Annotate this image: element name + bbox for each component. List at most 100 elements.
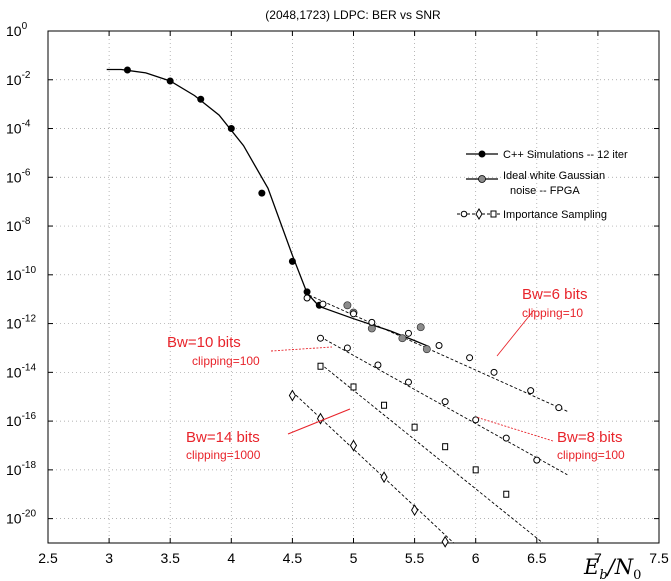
fpga-point — [398, 334, 407, 343]
annotation-bw10-subtitle: clipping=100 — [192, 354, 260, 368]
x-tick-label: 7.5 — [649, 550, 669, 566]
importance-sampling-circle-point — [533, 456, 541, 464]
annotation-bw10: Bw=10 bits clipping=100 — [167, 334, 260, 368]
cpp-simulation-point — [227, 125, 235, 133]
y-tick-label: 10-20 — [6, 509, 36, 527]
grid-layer — [48, 31, 659, 543]
importance-sampling-circle-point — [555, 404, 563, 412]
importance-sampling-circle-point — [441, 398, 449, 406]
fpga-point — [416, 323, 425, 332]
y-tick-label: 10-2 — [6, 70, 31, 88]
importance-sampling-circle-point — [303, 294, 311, 302]
importance-sampling-square-point — [350, 383, 357, 391]
y-tick-label: 10-10 — [6, 265, 36, 283]
importance-sampling-circle-point — [374, 361, 382, 369]
annotation-bw14-subtitle: clipping=1000 — [186, 448, 261, 462]
importance-sampling-diamond-point — [288, 389, 296, 402]
importance-sampling-circle-point — [490, 368, 498, 376]
x-tick-label: 6 — [472, 550, 480, 566]
y-tick-label: 100 — [6, 21, 28, 39]
importance-sampling-circle-point — [319, 300, 327, 308]
importance-sampling-square-point — [411, 423, 418, 431]
annotation-bw6-leader — [496, 309, 535, 357]
y-tick-label: 10-8 — [6, 216, 31, 234]
importance-sampling-circle-point — [350, 310, 357, 318]
annotation-bw8-subtitle: clipping=100 — [557, 448, 625, 462]
importance-sampling-circle-point — [502, 434, 510, 442]
legend: C++ Simulations -- 12 iter Ideal white G… — [457, 149, 628, 221]
legend-marker-fpga — [478, 175, 486, 183]
importance-sampling-circle-point — [435, 342, 443, 350]
fpga-point — [422, 345, 431, 354]
legend-marker-cpp — [478, 150, 486, 158]
y-tick-label: 10-6 — [6, 167, 31, 185]
cpp-simulation-point — [303, 288, 311, 296]
x-tick-label: 2.5 — [38, 550, 58, 566]
tick-layer: 2.5 3 3.5 4 4.5 5 5.5 6 6.5 7 7.5 100 10-2 10-4 10-6 10… — [6, 21, 669, 566]
legend-label-cpp: C++ Simulations -- 12 iter — [503, 149, 628, 161]
annotation-bw6: Bw=6 bits clipping=10 — [522, 286, 587, 320]
fpga-point — [343, 301, 352, 310]
y-tick-label: 10-4 — [6, 119, 31, 137]
importance-sampling-square-point — [503, 490, 510, 498]
y-tick-label: 10-14 — [6, 362, 36, 380]
importance-sampling-square-point — [472, 466, 479, 474]
legend-marker-is-circle — [460, 210, 468, 218]
y-tick-label: 10-12 — [6, 314, 36, 332]
importance-sampling-circle-point — [404, 329, 412, 337]
importance-sampling-diamond-point — [441, 535, 449, 548]
x-tick-label: 3 — [105, 550, 113, 566]
legend-label-is: Importance Sampling — [503, 209, 607, 221]
annotation-bw14-leader — [287, 408, 351, 435]
importance-sampling-circle-point — [472, 416, 480, 424]
x-tick-label: 6.5 — [527, 550, 547, 566]
importance-sampling-fit-line — [320, 336, 568, 476]
x-tick-label: 3.5 — [160, 550, 180, 566]
legend-marker-is-diamond — [475, 208, 483, 220]
importance-sampling-diamond-point — [349, 439, 358, 452]
importance-sampling-diamond-point — [380, 471, 388, 484]
x-tick-label: 4 — [227, 550, 235, 566]
x-tick-label: 4.5 — [283, 550, 303, 566]
annotation-bw14: Bw=14 bits clipping=1000 — [186, 429, 261, 462]
legend-label-fpga-1: Ideal white Gaussian — [503, 170, 605, 182]
importance-sampling-circle-point — [317, 334, 325, 342]
annotation-leaders — [270, 309, 554, 442]
cpp-simulation-point — [197, 95, 205, 103]
marker-layer — [123, 66, 563, 548]
importance-sampling-square-point — [381, 401, 388, 409]
cpp-simulation-point — [288, 257, 296, 265]
annotation-bw6-title: Bw=6 bits — [522, 286, 587, 303]
annotation-bw8: Bw=8 bits clipping=100 — [557, 429, 625, 462]
x-axis-label: Eb/N0 — [583, 555, 641, 581]
x-tick-label: 5 — [350, 550, 358, 566]
curve-layer — [106, 68, 568, 544]
x-tick-label: 7 — [594, 550, 602, 566]
importance-sampling-circle-point — [343, 344, 351, 352]
annotation-bw14-title: Bw=14 bits — [186, 429, 260, 446]
importance-sampling-circle-point — [466, 354, 474, 362]
importance-sampling-fit-line — [304, 292, 568, 412]
cpp-simulation-curve — [106, 68, 430, 348]
annotation-bw8-leader — [475, 416, 554, 442]
annotation-bw6-subtitle: clipping=10 — [522, 306, 583, 320]
cpp-simulation-point — [166, 77, 174, 85]
legend-marker-is-square — [490, 210, 497, 218]
chart-title: (2048,1723) LDPC: BER vs SNR — [265, 8, 441, 22]
y-tick-label: 10-18 — [6, 460, 36, 478]
importance-sampling-square-point — [317, 362, 324, 370]
x-tick-label: 5.5 — [405, 550, 425, 566]
cpp-simulation-point — [258, 189, 266, 197]
cpp-simulation-point — [123, 66, 131, 74]
importance-sampling-square-point — [442, 443, 449, 451]
fpga-point — [367, 324, 376, 333]
importance-sampling-circle-point — [368, 318, 376, 326]
annotation-bw10-title: Bw=10 bits — [167, 334, 241, 351]
annotation-bw10-leader — [270, 346, 333, 352]
y-tick-label: 10-16 — [6, 411, 36, 429]
annotation-bw8-title: Bw=8 bits — [557, 429, 622, 446]
importance-sampling-fit-line — [320, 363, 544, 544]
importance-sampling-diamond-point — [411, 504, 419, 517]
legend-label-fpga-2: noise -- FPGA — [510, 185, 580, 197]
importance-sampling-circle-point — [527, 387, 535, 395]
